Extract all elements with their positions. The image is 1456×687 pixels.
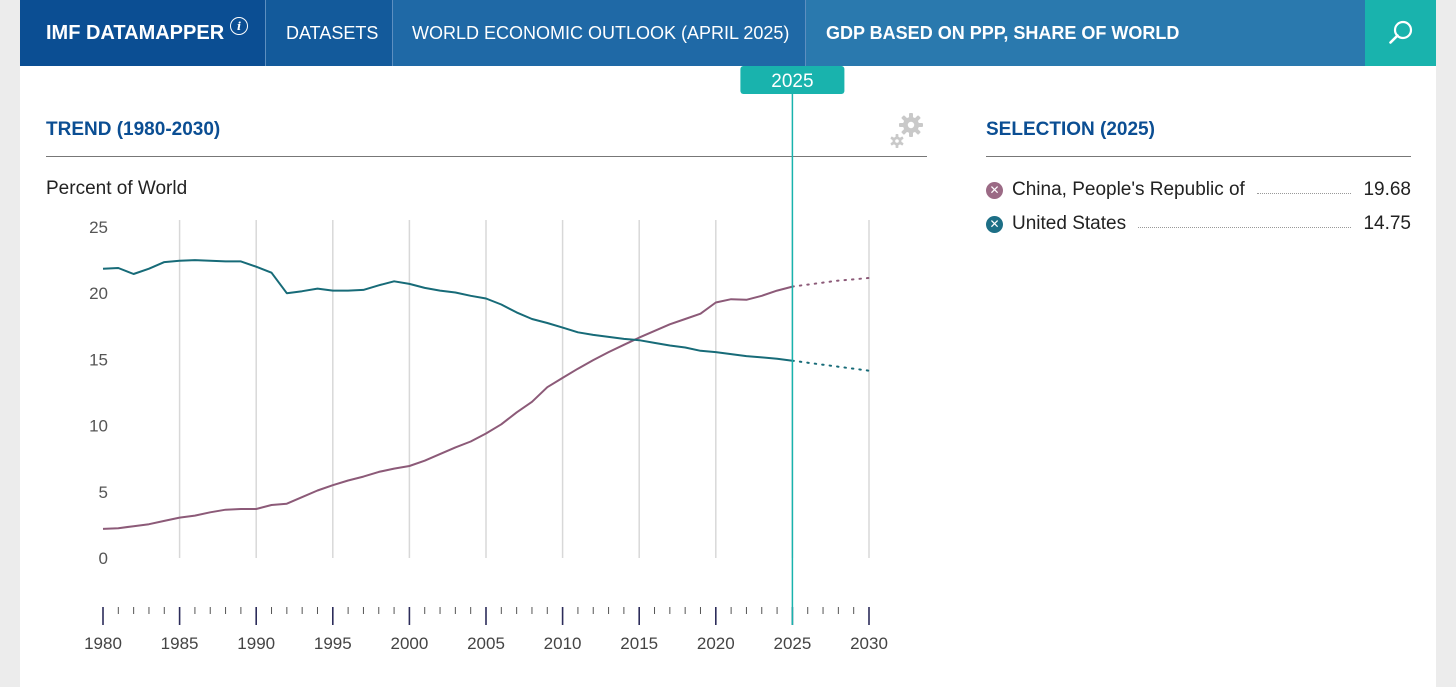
series-line-united-states <box>102 259 793 362</box>
trend-title: TREND (1980-2030) <box>46 119 221 140</box>
x-tick-label: 1980 <box>84 634 122 653</box>
x-tick-label: 2030 <box>850 634 888 653</box>
selection-divider <box>986 156 1411 157</box>
top-navbar: IMF DATAMAPPER i DATASETS WORLD ECONOMIC… <box>20 0 1436 66</box>
selection-item-name: United States <box>1012 213 1127 234</box>
selection-title: SELECTION (2025) <box>986 119 1155 140</box>
x-tick-label: 2010 <box>544 634 582 653</box>
y-tick-label: 0 <box>99 549 108 568</box>
selection-item-china[interactable]: ✕ China, People's Republic of 19.68 <box>986 177 1411 203</box>
x-tick-label: 2025 <box>773 634 811 653</box>
x-tick-label: 2015 <box>620 634 658 653</box>
search-button[interactable] <box>1365 0 1436 66</box>
selection-item-united-states[interactable]: ✕ United States 14.75 <box>986 211 1411 237</box>
series-line-china-projection <box>791 277 870 288</box>
series-line-united-states-projection <box>791 359 870 372</box>
selected-year-badge <box>740 66 845 94</box>
leader-dots <box>1138 226 1352 228</box>
trend-divider <box>46 156 927 157</box>
nav-dataset-name[interactable]: WORLD ECONOMIC OUTLOOK (APRIL 2025) <box>392 0 805 66</box>
nav-indicator[interactable]: GDP BASED ON PPP, SHARE OF WORLD <box>805 0 1365 66</box>
brand-link[interactable]: IMF DATAMAPPER i <box>20 0 265 66</box>
remove-united-states-icon[interactable]: ✕ <box>986 215 1003 233</box>
selection-item-value: 14.75 <box>1363 213 1411 234</box>
brand-label: IMF DATAMAPPER <box>46 21 225 44</box>
y-tick-label: 20 <box>89 284 108 303</box>
info-icon[interactable]: i <box>230 17 249 35</box>
y-axis-label: Percent of World <box>46 178 187 199</box>
x-tick-label: 2005 <box>467 634 505 653</box>
y-tick-label: 5 <box>99 483 108 502</box>
selected-year-label: 2025 <box>771 71 813 92</box>
series-line-china <box>102 285 793 530</box>
gears-icon[interactable] <box>888 112 926 150</box>
x-tick-label: 2020 <box>697 634 735 653</box>
x-tick-label: 2000 <box>390 634 428 653</box>
y-tick-label: 25 <box>89 218 108 237</box>
y-tick-label: 15 <box>89 350 108 369</box>
x-tick-label: 1985 <box>161 634 199 653</box>
leader-dots <box>1256 192 1352 194</box>
y-tick-label: 10 <box>89 417 108 436</box>
search-icon <box>1388 20 1412 44</box>
x-tick-label: 1990 <box>237 634 275 653</box>
selection-item-name: China, People's Republic of <box>1012 179 1245 200</box>
selection-item-value: 19.68 <box>1363 179 1411 200</box>
page: IMF DATAMAPPER i DATASETS WORLD ECONOMIC… <box>20 0 1436 687</box>
x-tick-label: 1995 <box>314 634 352 653</box>
nav-datasets[interactable]: DATASETS <box>265 0 392 66</box>
remove-china-icon[interactable]: ✕ <box>986 181 1003 199</box>
